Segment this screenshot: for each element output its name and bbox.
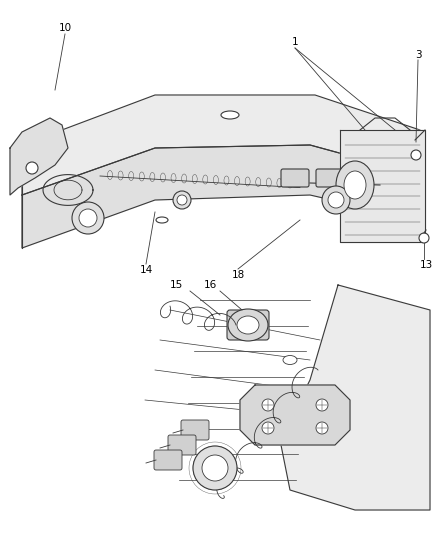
- Text: 18: 18: [231, 270, 244, 280]
- Circle shape: [72, 202, 104, 234]
- Circle shape: [321, 186, 349, 214]
- Circle shape: [315, 399, 327, 411]
- Ellipse shape: [237, 316, 258, 334]
- Polygon shape: [339, 130, 424, 242]
- Circle shape: [79, 209, 97, 227]
- Polygon shape: [10, 118, 68, 195]
- Polygon shape: [22, 145, 419, 248]
- FancyBboxPatch shape: [154, 450, 182, 470]
- Circle shape: [418, 233, 428, 243]
- Text: 13: 13: [418, 260, 431, 270]
- Text: 16: 16: [203, 280, 216, 290]
- FancyBboxPatch shape: [168, 435, 195, 455]
- Circle shape: [261, 399, 273, 411]
- FancyBboxPatch shape: [180, 420, 208, 440]
- Text: 3: 3: [414, 50, 420, 60]
- Circle shape: [201, 455, 227, 481]
- Circle shape: [410, 150, 420, 160]
- Circle shape: [315, 422, 327, 434]
- Circle shape: [173, 191, 191, 209]
- Polygon shape: [240, 385, 349, 445]
- Ellipse shape: [227, 309, 267, 341]
- Ellipse shape: [283, 356, 297, 365]
- Circle shape: [327, 192, 343, 208]
- Text: 14: 14: [139, 265, 152, 275]
- Polygon shape: [22, 95, 419, 195]
- Circle shape: [26, 162, 38, 174]
- Polygon shape: [279, 285, 429, 510]
- Text: 15: 15: [169, 280, 182, 290]
- Ellipse shape: [155, 217, 168, 223]
- FancyBboxPatch shape: [280, 169, 308, 187]
- Text: 10: 10: [58, 23, 71, 33]
- FancyBboxPatch shape: [315, 169, 341, 187]
- Circle shape: [177, 195, 187, 205]
- FancyBboxPatch shape: [226, 310, 268, 340]
- Circle shape: [261, 422, 273, 434]
- Ellipse shape: [343, 171, 365, 199]
- Text: 1: 1: [291, 37, 298, 47]
- Circle shape: [193, 446, 237, 490]
- Ellipse shape: [220, 111, 238, 119]
- Ellipse shape: [335, 161, 373, 209]
